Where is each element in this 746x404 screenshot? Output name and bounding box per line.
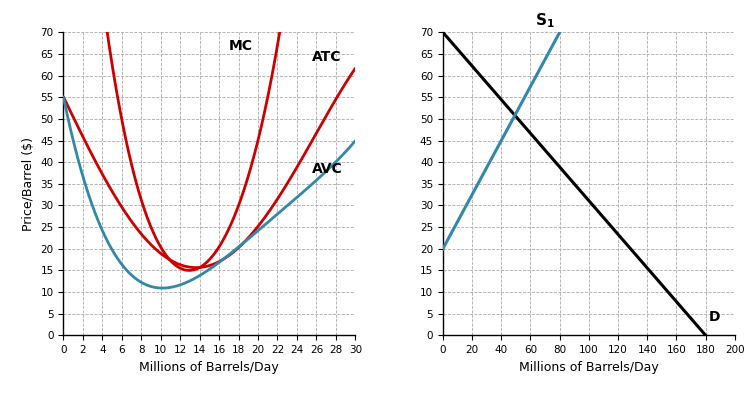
X-axis label: Millions of Barrels/Day: Millions of Barrels/Day xyxy=(140,361,279,374)
X-axis label: Millions of Barrels/Day: Millions of Barrels/Day xyxy=(519,361,659,374)
Text: MC: MC xyxy=(229,39,253,53)
Text: ATC: ATC xyxy=(312,50,341,64)
Text: D: D xyxy=(709,311,720,324)
Text: AVC: AVC xyxy=(312,162,342,176)
Text: $\mathbf{S_1}$: $\mathbf{S_1}$ xyxy=(535,11,555,30)
Y-axis label: Price/Barrel ($): Price/Barrel ($) xyxy=(22,137,35,231)
